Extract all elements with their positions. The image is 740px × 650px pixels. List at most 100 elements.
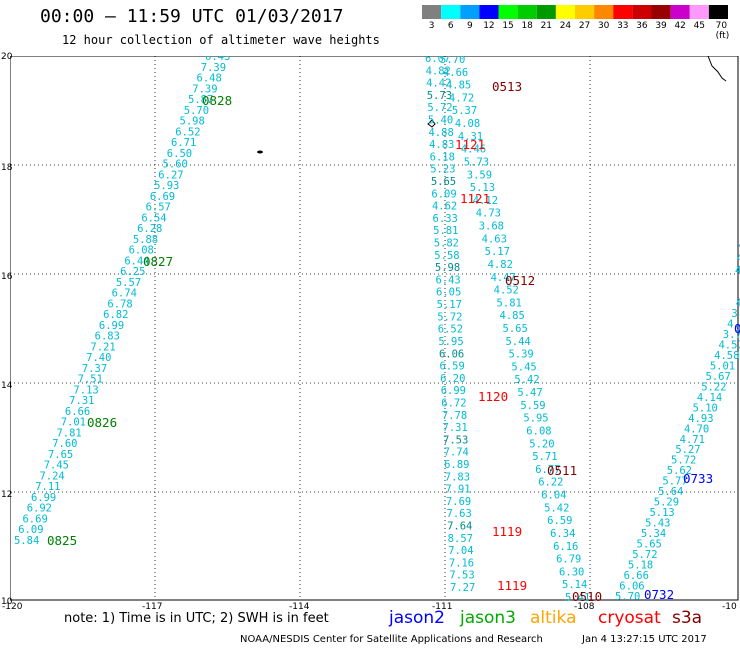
wave-height-value: 5.34 — [641, 528, 666, 540]
color-scale-label: 18 — [521, 21, 533, 31]
wave-height-value: 5.27 — [675, 444, 700, 456]
pass-time-label: 1120 — [478, 389, 508, 404]
wave-height-value: 7.65 — [48, 449, 73, 461]
wave-height-value: 7.45 — [44, 460, 69, 472]
pass-time-label: 0512 — [505, 273, 535, 288]
color-swatch — [536, 5, 556, 19]
wave-height-value: 7.78 — [442, 410, 467, 422]
wave-height-value: 5.73 — [427, 90, 452, 102]
wave-height-value: 4.88 — [428, 127, 453, 139]
wave-height-value: 5.29 — [654, 497, 679, 509]
lat-label: 14 — [1, 381, 13, 391]
wave-tracks: 6.437.396.487.395.875.705.986.526.716.50… — [14, 56, 740, 602]
wave-height-value: 5.72 — [671, 455, 696, 467]
mission-name: jason2 — [389, 608, 445, 628]
wave-height-value: 5.70 — [184, 105, 209, 117]
wave-height-value: 6.52 — [175, 126, 200, 138]
color-scale-label: 9 — [466, 21, 473, 31]
wave-height-value: 6.77 — [535, 464, 560, 476]
color-swatch — [594, 5, 614, 19]
footer-note: note: 1) Time is in UTC; 2) SWH is in fe… — [64, 611, 329, 626]
wave-height-value: 6.59 — [547, 515, 572, 527]
pass-time-label: 0733 — [683, 471, 713, 486]
wave-height-value: 4.08 — [455, 118, 480, 130]
color-swatch — [632, 5, 652, 19]
color-scale-label: 27 — [578, 21, 591, 31]
color-scale-label: 24 — [559, 21, 572, 31]
wave-height-value: 6.83 — [95, 331, 120, 343]
wave-height-value: 7.53 — [443, 434, 468, 446]
wave-height-value: 5.01 — [710, 360, 735, 372]
lon-label: -117 — [142, 602, 163, 612]
wave-height-value: 6.18 — [430, 151, 455, 163]
pass-time-label: 0732 — [644, 587, 674, 602]
coastline-segment — [707, 56, 727, 82]
wave-height-value: 6.52 — [438, 324, 463, 336]
wave-height-value: 4.73 — [476, 208, 501, 220]
wave-height-value: 7.69 — [446, 496, 471, 508]
wave-height-value: 5.98 — [435, 262, 460, 274]
chart-subtitle: 12 hour collection of altimeter wave hei… — [62, 33, 380, 47]
wave-height-value: 5.72 — [632, 549, 657, 561]
wave-height-value: 5.71 — [532, 451, 557, 463]
wave-height-value: 6.43 — [435, 274, 460, 286]
pass-time-label: 0828 — [202, 93, 232, 108]
wave-height-value: 7.53 — [449, 570, 474, 582]
wave-height-value: 6.69 — [22, 513, 47, 525]
wave-height-value: 6.43 — [205, 56, 230, 63]
wave-height-value: 4.42 — [426, 78, 451, 90]
wave-height-value: 4.1 — [737, 252, 740, 264]
color-scale-label: 3 — [428, 21, 435, 31]
wave-height-value: 7.39 — [201, 62, 226, 74]
wave-height-value: 5.37 — [452, 105, 477, 117]
wave-height-value: 7.01 — [61, 417, 86, 429]
wave-height-value: 6.08 — [526, 425, 551, 437]
color-scale-label: 15 — [502, 21, 514, 31]
wave-height-value: 7.24 — [39, 470, 64, 482]
wave-height-value: 6.05 — [436, 287, 461, 299]
wave-height-value: 5.70 — [615, 591, 640, 602]
wave-height-value: 4.52 — [494, 285, 519, 297]
color-scale-bar — [422, 5, 728, 19]
mission-name: altika — [530, 608, 577, 628]
wave-height-value: 5.57 — [116, 277, 141, 289]
wave-height-value: 6.72 — [441, 397, 466, 409]
island-marker — [257, 150, 263, 154]
mission-name: cryosat — [598, 608, 661, 628]
grid-lines — [10, 56, 738, 600]
wave-height-value: 5.40 — [428, 115, 453, 127]
pass-labels: 0828 0827 0826 0825 0513 1121 1121 0512 1120 0511… — [47, 79, 740, 602]
color-swatch — [460, 5, 480, 19]
wave-height-value: 4.85 — [446, 80, 471, 92]
mission-name: jason3 — [460, 608, 516, 628]
wave-height-value: 4.12 — [473, 195, 498, 207]
wave-height-value: 6.27 — [158, 169, 183, 181]
wave-height-value: 7.27 — [450, 582, 475, 594]
wave-height-value: 5.43 — [645, 518, 670, 530]
wave-height-value: 6.57 — [146, 202, 171, 214]
wave-height-value: 4.51 — [736, 297, 740, 309]
wave-height-value: 7.63 — [447, 508, 472, 520]
wave-height-value: 7.37 — [82, 363, 107, 375]
wave-height-value: 5.42 — [514, 374, 539, 386]
wave-height-value: 7.51 — [78, 374, 103, 386]
wave-height-value: 8.57 — [448, 533, 473, 545]
color-swatch — [613, 5, 633, 19]
wave-height-value: 4.82 — [488, 259, 513, 271]
wave-height-value: 6.16 — [553, 541, 578, 553]
wave-height-value: 4.32 — [727, 318, 740, 330]
wave-height-value: 5.10 — [693, 402, 718, 414]
wave-height-value: 6.66 — [624, 570, 649, 582]
wave-height-value: 6.99 — [441, 385, 466, 397]
wave-height-value: 5.13 — [470, 182, 495, 194]
wave-height-value: 5.59 — [520, 400, 545, 412]
wave-height-value: 5.20 — [529, 438, 554, 450]
wave-height-value: 5.18 — [628, 560, 653, 572]
wave-height-value: 6.50 — [167, 148, 192, 160]
wave-height-value: 5.13 — [649, 507, 674, 519]
wave-height-value: 5.17 — [485, 246, 510, 258]
wave-height-value: 6.78 — [107, 298, 132, 310]
wave-height-value: 3.92 — [731, 308, 740, 320]
wave-height-value: 5.60 — [163, 159, 188, 171]
lon-label: -108 — [574, 602, 595, 612]
